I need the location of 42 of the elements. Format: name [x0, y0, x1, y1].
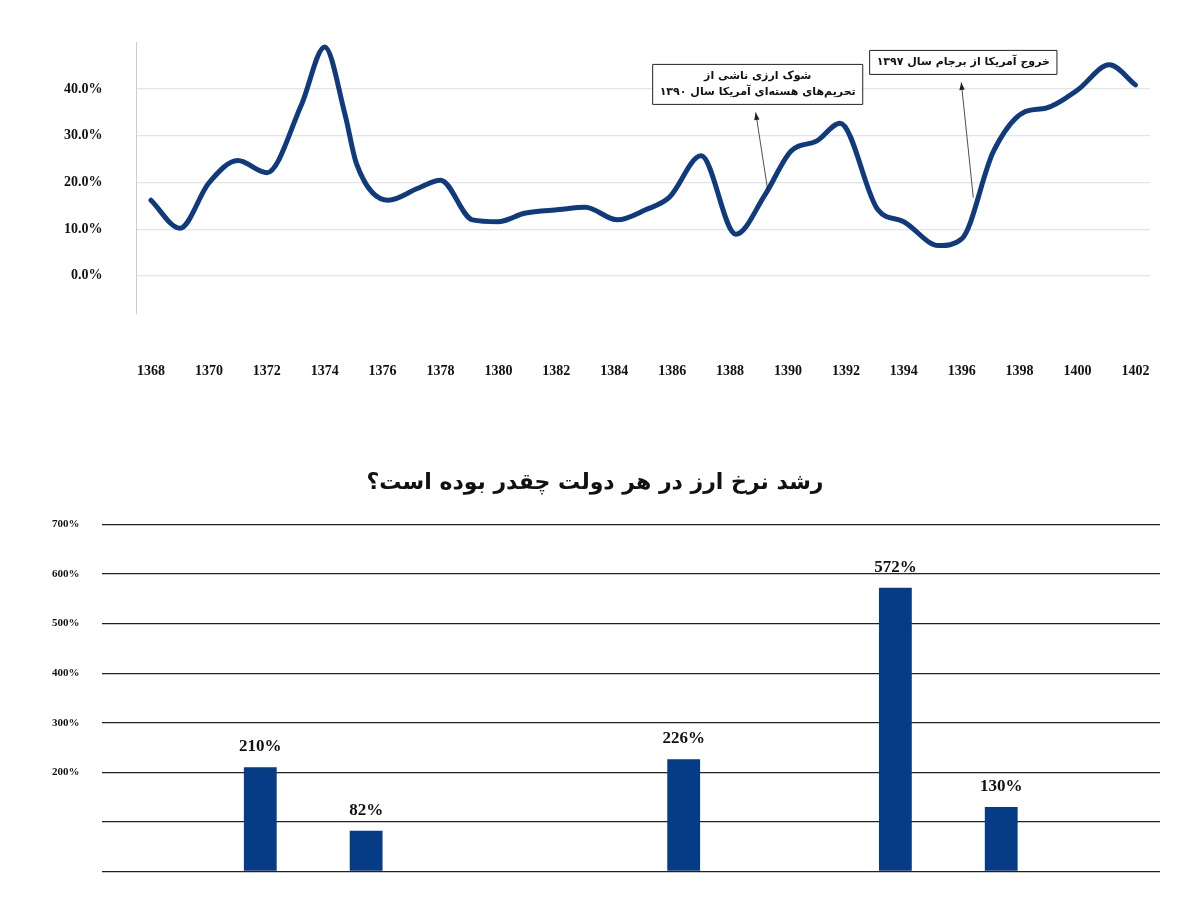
x-tick-label: 1386: [658, 363, 687, 379]
y-tick-label: 30.0%: [64, 127, 103, 143]
bar: [349, 830, 383, 871]
text: 210%: [239, 736, 282, 756]
x-tick-label: 1368: [136, 363, 165, 379]
x-tick-label: 1396: [947, 363, 976, 379]
bar: [878, 587, 912, 871]
bar: [984, 806, 1018, 871]
x-tick-label: 1398: [1005, 363, 1034, 379]
x-tick-label: 1378: [426, 363, 455, 379]
x-tick-label: 1384: [600, 363, 629, 379]
x-tick-label: 1374: [310, 363, 339, 379]
x-tick-label: 1388: [716, 363, 745, 379]
y-tick-label: 20.0%: [64, 174, 103, 190]
x-tick-label: 1382: [542, 363, 571, 379]
text: 226%: [662, 728, 705, 748]
y-tick-label: 500%: [52, 616, 80, 629]
y-tick-label: 700%: [52, 517, 80, 530]
y-tick-label: 0.0%: [71, 267, 103, 283]
text: 572%: [874, 556, 917, 576]
x-tick-label: 1390: [773, 363, 802, 379]
text: 130%: [979, 775, 1023, 795]
x-tick-label: 1376: [368, 363, 397, 379]
x-tick-label: 1392: [831, 363, 860, 379]
y-tick-label: 600%: [52, 566, 80, 579]
text: 82%: [349, 799, 384, 819]
annotation: شوک ارزی ناشی از تحریم‌های هسته‌ای آمریکا سال ۱۳۹۰: [659, 69, 856, 99]
y-tick-label: 40.0%: [64, 80, 103, 96]
y-tick-label: 10.0%: [64, 220, 103, 236]
y-tick-label: 400%: [52, 665, 80, 678]
x-tick-label: 1400: [1063, 363, 1092, 379]
x-tick-label: 1394: [889, 363, 918, 379]
bar: [667, 759, 701, 871]
x-tick-label: 1372: [252, 363, 281, 379]
y-tick-label: 300%: [52, 715, 80, 728]
x-tick-label: 1370: [194, 363, 223, 379]
chart-title: رشد نرخ ارز در هر دولت چقدر بوده است؟: [366, 468, 824, 495]
x-tick-label: 1402: [1121, 363, 1150, 379]
bar: [243, 767, 277, 871]
y-tick-label: 200%: [52, 765, 80, 778]
annotation: خروج آمریکا از برجام سال ۱۳۹۷: [876, 54, 1050, 70]
x-tick-label: 1380: [484, 363, 513, 379]
